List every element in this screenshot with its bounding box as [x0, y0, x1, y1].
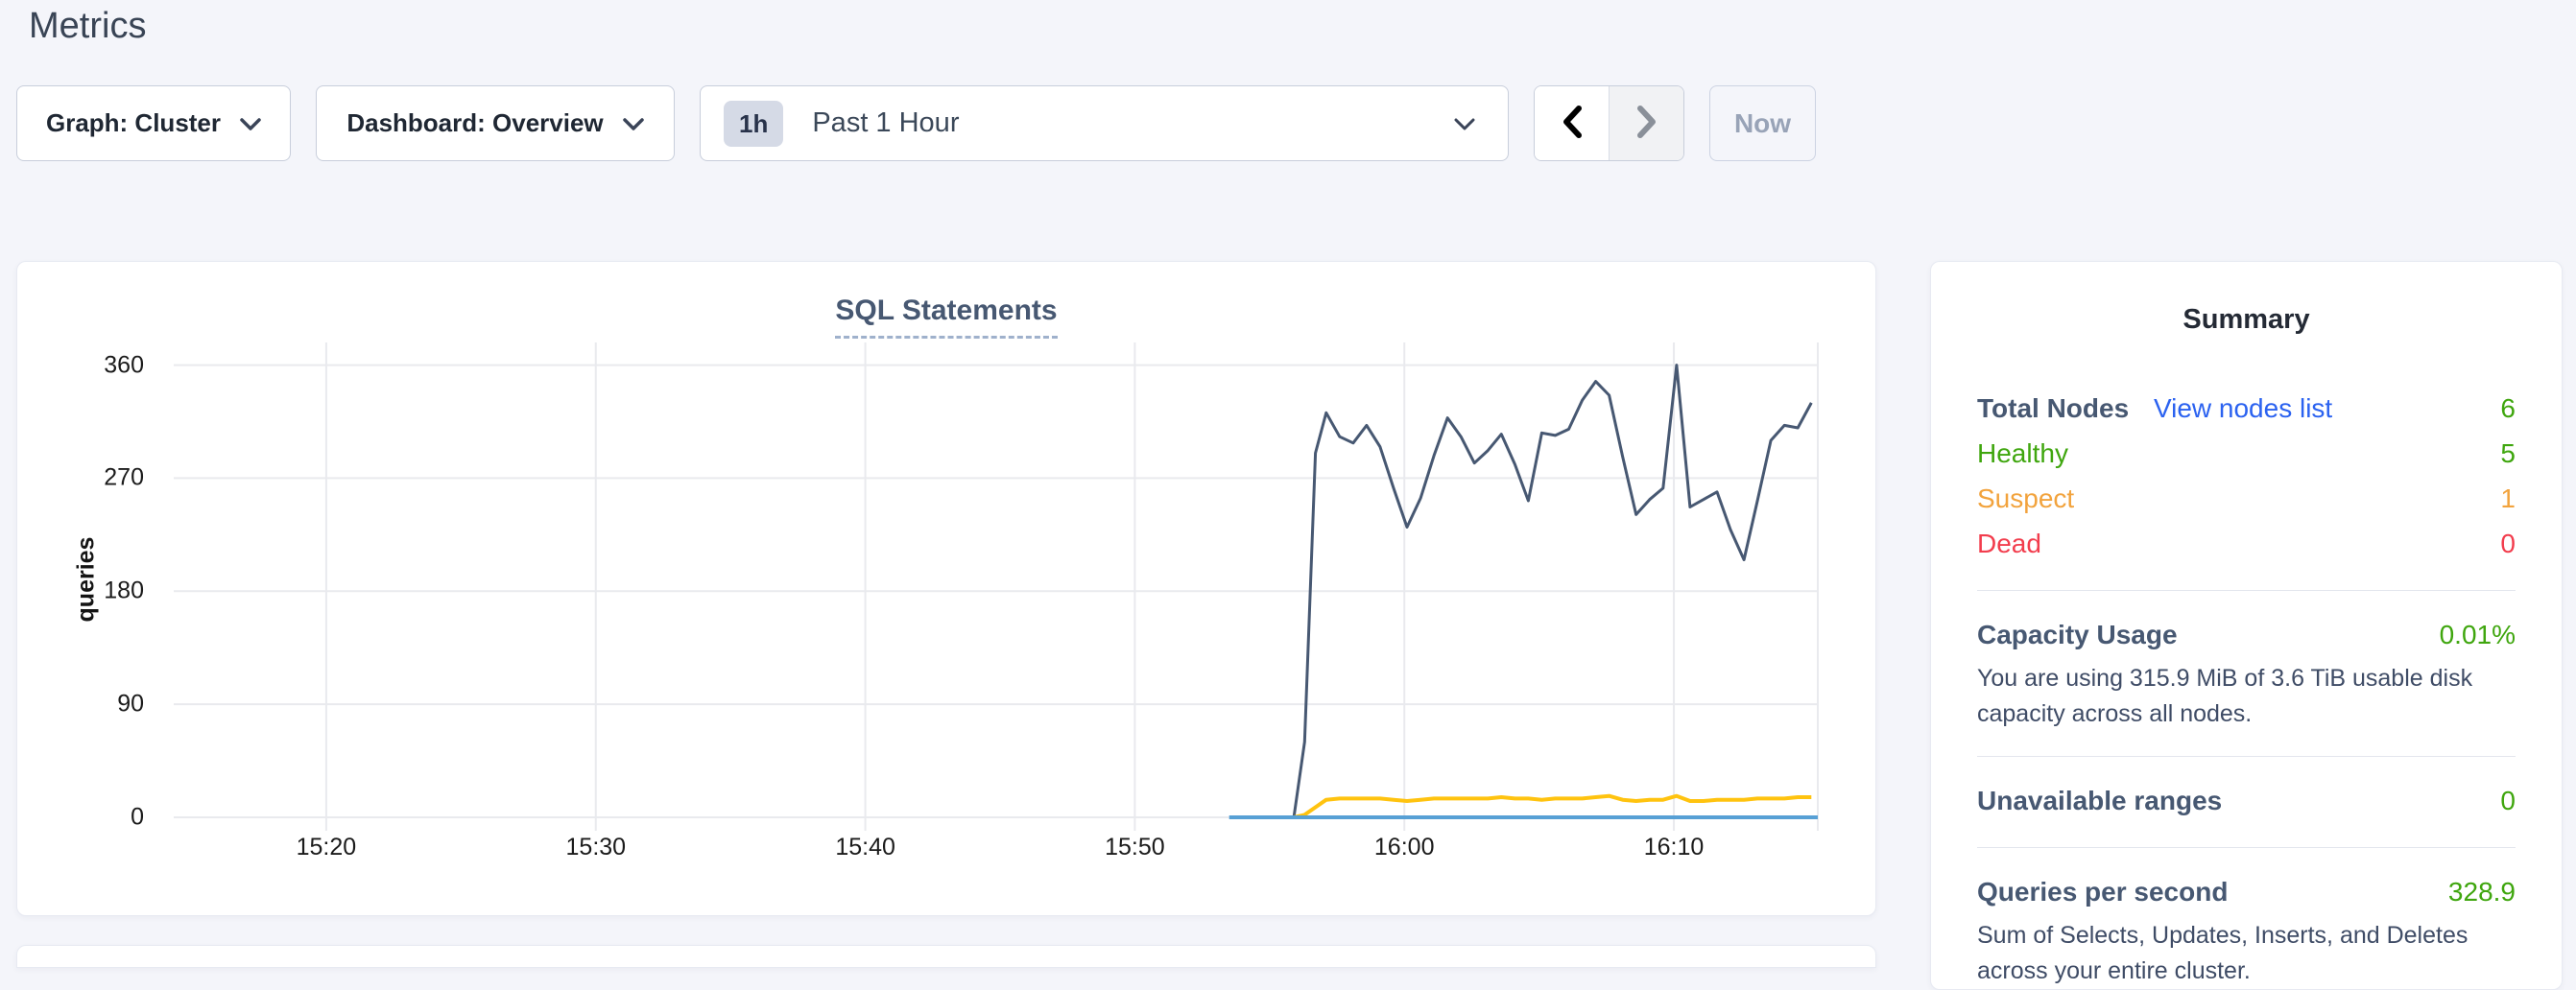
- page-title: Metrics: [29, 6, 147, 46]
- now-button[interactable]: Now: [1709, 85, 1816, 161]
- unavailable-ranges-section: Unavailable ranges 0: [1977, 756, 2516, 823]
- chevron-right-icon: [1634, 104, 1659, 143]
- y-axis-label: queries: [72, 536, 100, 623]
- x-tick-label: 15:20: [296, 834, 357, 860]
- dead-label: Dead: [1977, 529, 2041, 558]
- time-forward-button[interactable]: [1609, 86, 1683, 160]
- time-range-badge: 1h: [724, 100, 784, 147]
- capacity-section: Capacity Usage 0.01% You are using 315.9…: [1977, 590, 2516, 732]
- dashboard-dropdown[interactable]: Dashboard: Overview: [316, 85, 675, 161]
- next-chart-card: [16, 945, 1876, 968]
- total-nodes-row: Total Nodes View nodes list 6: [1977, 386, 2516, 431]
- suspect-nodes-row: Suspect 1: [1977, 476, 2516, 521]
- qps-section: Queries per second 328.9 Sum of Selects,…: [1977, 847, 2516, 989]
- y-tick-label: 90: [117, 690, 144, 718]
- y-tick-label: 180: [104, 577, 144, 604]
- time-range-label: Past 1 Hour: [812, 107, 960, 138]
- chevron-left-icon: [1560, 104, 1585, 143]
- capacity-usage-label: Capacity Usage: [1977, 620, 2178, 649]
- capacity-usage-value: 0.01%: [2439, 620, 2516, 649]
- healthy-label: Healthy: [1977, 438, 2068, 468]
- time-range-dropdown[interactable]: 1h Past 1 Hour: [700, 85, 1509, 161]
- graph-dropdown[interactable]: Graph: Cluster: [16, 85, 291, 161]
- x-tick-label: 15:50: [1105, 834, 1165, 860]
- healthy-nodes-row: Healthy 5: [1977, 431, 2516, 476]
- nodes-block: Total Nodes View nodes list 6 Healthy 5 …: [1977, 386, 2516, 566]
- suspect-label: Suspect: [1977, 483, 2075, 513]
- chevron-down-icon: [240, 108, 261, 138]
- suspect-value: 1: [2500, 483, 2516, 513]
- unavailable-ranges-value: 0: [2500, 786, 2516, 815]
- total-nodes-label: Total Nodes: [1977, 393, 2130, 423]
- unavailable-ranges-label: Unavailable ranges: [1977, 786, 2223, 815]
- chevron-down-icon: [622, 108, 644, 138]
- time-back-button[interactable]: [1535, 86, 1609, 160]
- y-tick-label: 0: [131, 803, 144, 831]
- dead-value: 0: [2500, 529, 2516, 558]
- y-tick-label: 360: [104, 351, 144, 379]
- chevron-down-icon: [1454, 108, 1475, 138]
- dark-slate-line: [1292, 364, 1813, 818]
- sql-statements-chart-card: SQL Statements queries 0 90 180 270 360 15:2…: [16, 261, 1876, 916]
- x-tick-label: 16:10: [1643, 834, 1705, 860]
- queries-per-second-label: Queries per second: [1977, 877, 2229, 907]
- graph-dropdown-label: Graph: Cluster: [45, 108, 222, 137]
- healthy-value: 5: [2500, 438, 2516, 468]
- yellow-line: [1293, 793, 1812, 819]
- view-nodes-list-link[interactable]: View nodes list: [2153, 393, 2333, 423]
- x-tick-label: 15:30: [565, 834, 627, 860]
- dead-nodes-row: Dead 0: [1977, 521, 2516, 566]
- summary-title: Summary: [2182, 304, 2310, 335]
- queries-per-second-value: 328.9: [2447, 877, 2516, 907]
- time-window-arrows: [1534, 85, 1684, 161]
- chart-title[interactable]: SQL Statements: [835, 295, 1058, 339]
- x-axis-ticks: 15:20 15:30 15:40 15:50 16:00 16:10: [174, 834, 1818, 872]
- capacity-usage-description: You are using 315.9 MiB of 3.6 TiB usabl…: [1977, 665, 2473, 727]
- plot-area[interactable]: [174, 342, 1819, 831]
- total-nodes-value: 6: [2500, 393, 2516, 423]
- dashboard-dropdown-label: Dashboard: Overview: [346, 108, 604, 137]
- x-tick-label: 15:40: [835, 834, 895, 860]
- summary-panel: Summary Total Nodes View nodes list 6 He…: [1930, 261, 2563, 990]
- y-tick-label: 270: [104, 463, 144, 491]
- x-tick-label: 16:00: [1373, 834, 1435, 860]
- sql-statements-chart[interactable]: [174, 342, 1819, 831]
- queries-per-second-description: Sum of Selects, Updates, Inserts, and De…: [1977, 922, 2469, 984]
